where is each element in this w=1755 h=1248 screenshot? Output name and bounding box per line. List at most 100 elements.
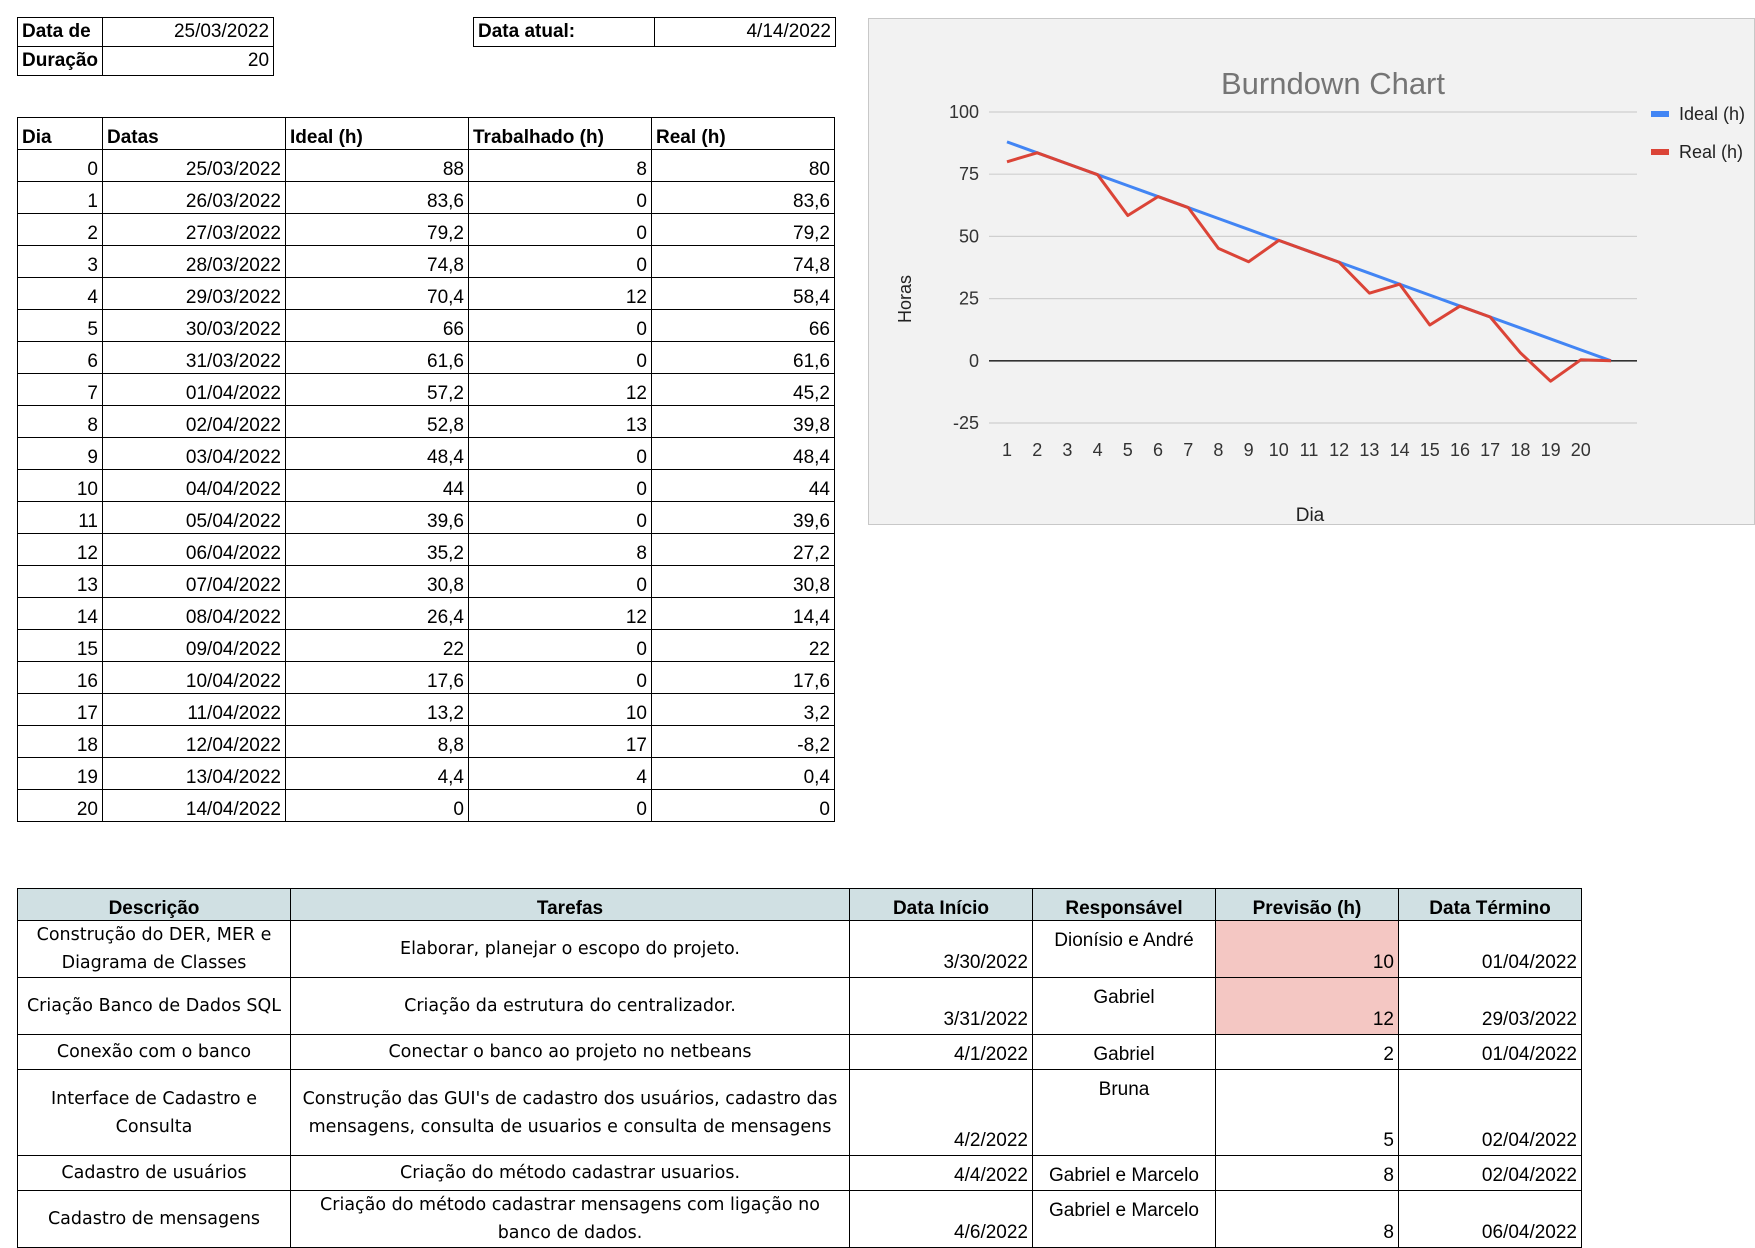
task-name[interactable]: Criação do método cadastrar mensagens co… <box>291 1191 850 1248</box>
cell-ideal[interactable]: 39,6 <box>286 502 469 534</box>
cell-trabalhado[interactable]: 8 <box>469 534 652 566</box>
cell-trabalhado[interactable]: 0 <box>469 790 652 822</box>
cell-trabalhado[interactable]: 8 <box>469 150 652 182</box>
cell-dia[interactable]: 13 <box>18 566 103 598</box>
cell-dia[interactable]: 15 <box>18 630 103 662</box>
task-start-date[interactable]: 4/1/2022 <box>850 1035 1033 1070</box>
duration-value[interactable]: 20 <box>103 47 274 76</box>
task-name[interactable]: Elaborar, planejar o escopo do projeto. <box>291 921 850 978</box>
task-estimate[interactable]: 10 <box>1216 921 1399 978</box>
cell-data[interactable]: 25/03/2022 <box>103 150 286 182</box>
task-description[interactable]: Construção do DER, MER e Diagrama de Cla… <box>18 921 291 978</box>
cell-data[interactable]: 28/03/2022 <box>103 246 286 278</box>
cell-real[interactable]: 66 <box>652 310 835 342</box>
task-description[interactable]: Cadastro de usuários <box>18 1156 291 1191</box>
cell-trabalhado[interactable]: 0 <box>469 438 652 470</box>
start-date-value[interactable]: 25/03/2022 <box>103 18 274 47</box>
cell-dia[interactable]: 11 <box>18 502 103 534</box>
task-start-date[interactable]: 4/2/2022 <box>850 1070 1033 1156</box>
cell-data[interactable]: 11/04/2022 <box>103 694 286 726</box>
cell-data[interactable]: 03/04/2022 <box>103 438 286 470</box>
cell-data[interactable]: 07/04/2022 <box>103 566 286 598</box>
task-end-date[interactable]: 06/04/2022 <box>1399 1191 1582 1248</box>
task-estimate[interactable]: 12 <box>1216 978 1399 1035</box>
cell-real[interactable]: 22 <box>652 630 835 662</box>
task-estimate[interactable]: 5 <box>1216 1070 1399 1156</box>
task-end-date[interactable]: 29/03/2022 <box>1399 978 1582 1035</box>
cell-real[interactable]: 39,8 <box>652 406 835 438</box>
task-responsible[interactable]: Gabriel <box>1033 1035 1216 1070</box>
cell-real[interactable]: -8,2 <box>652 726 835 758</box>
cell-data[interactable]: 26/03/2022 <box>103 182 286 214</box>
cell-trabalhado[interactable]: 0 <box>469 630 652 662</box>
cell-dia[interactable]: 1 <box>18 182 103 214</box>
cell-ideal[interactable]: 57,2 <box>286 374 469 406</box>
cell-data[interactable]: 06/04/2022 <box>103 534 286 566</box>
cell-data[interactable]: 08/04/2022 <box>103 598 286 630</box>
cell-data[interactable]: 29/03/2022 <box>103 278 286 310</box>
task-responsible[interactable]: Gabriel <box>1033 978 1216 1035</box>
cell-real[interactable]: 27,2 <box>652 534 835 566</box>
series-line-real[interactable] <box>1007 153 1611 381</box>
task-name[interactable]: Criação da estrutura do centralizador. <box>291 978 850 1035</box>
cell-real[interactable]: 48,4 <box>652 438 835 470</box>
cell-dia[interactable]: 10 <box>18 470 103 502</box>
task-end-date[interactable]: 01/04/2022 <box>1399 1035 1582 1070</box>
cell-dia[interactable]: 5 <box>18 310 103 342</box>
cell-real[interactable]: 83,6 <box>652 182 835 214</box>
cell-real[interactable]: 45,2 <box>652 374 835 406</box>
task-end-date[interactable]: 02/04/2022 <box>1399 1070 1582 1156</box>
cell-dia[interactable]: 9 <box>18 438 103 470</box>
cell-ideal[interactable]: 74,8 <box>286 246 469 278</box>
task-estimate[interactable]: 2 <box>1216 1035 1399 1070</box>
cell-trabalhado[interactable]: 0 <box>469 470 652 502</box>
cell-dia[interactable]: 19 <box>18 758 103 790</box>
cell-dia[interactable]: 18 <box>18 726 103 758</box>
cell-real[interactable]: 39,6 <box>652 502 835 534</box>
cell-trabalhado[interactable]: 0 <box>469 342 652 374</box>
cell-data[interactable]: 04/04/2022 <box>103 470 286 502</box>
task-start-date[interactable]: 4/4/2022 <box>850 1156 1033 1191</box>
cell-ideal[interactable]: 4,4 <box>286 758 469 790</box>
cell-trabalhado[interactable]: 12 <box>469 598 652 630</box>
cell-real[interactable]: 17,6 <box>652 662 835 694</box>
cell-trabalhado[interactable]: 4 <box>469 758 652 790</box>
task-estimate[interactable]: 8 <box>1216 1191 1399 1248</box>
cell-real[interactable]: 80 <box>652 150 835 182</box>
cell-data[interactable]: 14/04/2022 <box>103 790 286 822</box>
cell-trabalhado[interactable]: 17 <box>469 726 652 758</box>
cell-ideal[interactable]: 26,4 <box>286 598 469 630</box>
cell-real[interactable]: 79,2 <box>652 214 835 246</box>
cell-dia[interactable]: 17 <box>18 694 103 726</box>
task-name[interactable]: Criação do método cadastrar usuarios. <box>291 1156 850 1191</box>
cell-ideal[interactable]: 88 <box>286 150 469 182</box>
cell-data[interactable]: 27/03/2022 <box>103 214 286 246</box>
cell-ideal[interactable]: 70,4 <box>286 278 469 310</box>
cell-dia[interactable]: 4 <box>18 278 103 310</box>
task-name[interactable]: Construção das GUI's de cadastro dos usu… <box>291 1070 850 1156</box>
task-responsible[interactable]: Gabriel e Marcelo <box>1033 1191 1216 1248</box>
cell-real[interactable]: 0,4 <box>652 758 835 790</box>
cell-trabalhado[interactable]: 0 <box>469 214 652 246</box>
task-estimate[interactable]: 8 <box>1216 1156 1399 1191</box>
task-responsible[interactable]: Gabriel e Marcelo <box>1033 1156 1216 1191</box>
cell-trabalhado[interactable]: 0 <box>469 246 652 278</box>
cell-data[interactable]: 13/04/2022 <box>103 758 286 790</box>
cell-data[interactable]: 02/04/2022 <box>103 406 286 438</box>
cell-ideal[interactable]: 17,6 <box>286 662 469 694</box>
task-description[interactable]: Criação Banco de Dados SQL <box>18 978 291 1035</box>
legend-label[interactable]: Ideal (h) <box>1679 104 1745 124</box>
cell-data[interactable]: 05/04/2022 <box>103 502 286 534</box>
cell-data[interactable]: 30/03/2022 <box>103 310 286 342</box>
task-description[interactable]: Interface de Cadastro e Consulta <box>18 1070 291 1156</box>
cell-dia[interactable]: 20 <box>18 790 103 822</box>
cell-trabalhado[interactable]: 10 <box>469 694 652 726</box>
cell-dia[interactable]: 14 <box>18 598 103 630</box>
task-responsible[interactable]: Dionísio e André <box>1033 921 1216 978</box>
task-start-date[interactable]: 3/30/2022 <box>850 921 1033 978</box>
chart-legend[interactable]: Ideal (h)Real (h) <box>1651 104 1745 162</box>
task-responsible[interactable]: Bruna <box>1033 1070 1216 1156</box>
cell-ideal[interactable]: 22 <box>286 630 469 662</box>
cell-trabalhado[interactable]: 12 <box>469 374 652 406</box>
